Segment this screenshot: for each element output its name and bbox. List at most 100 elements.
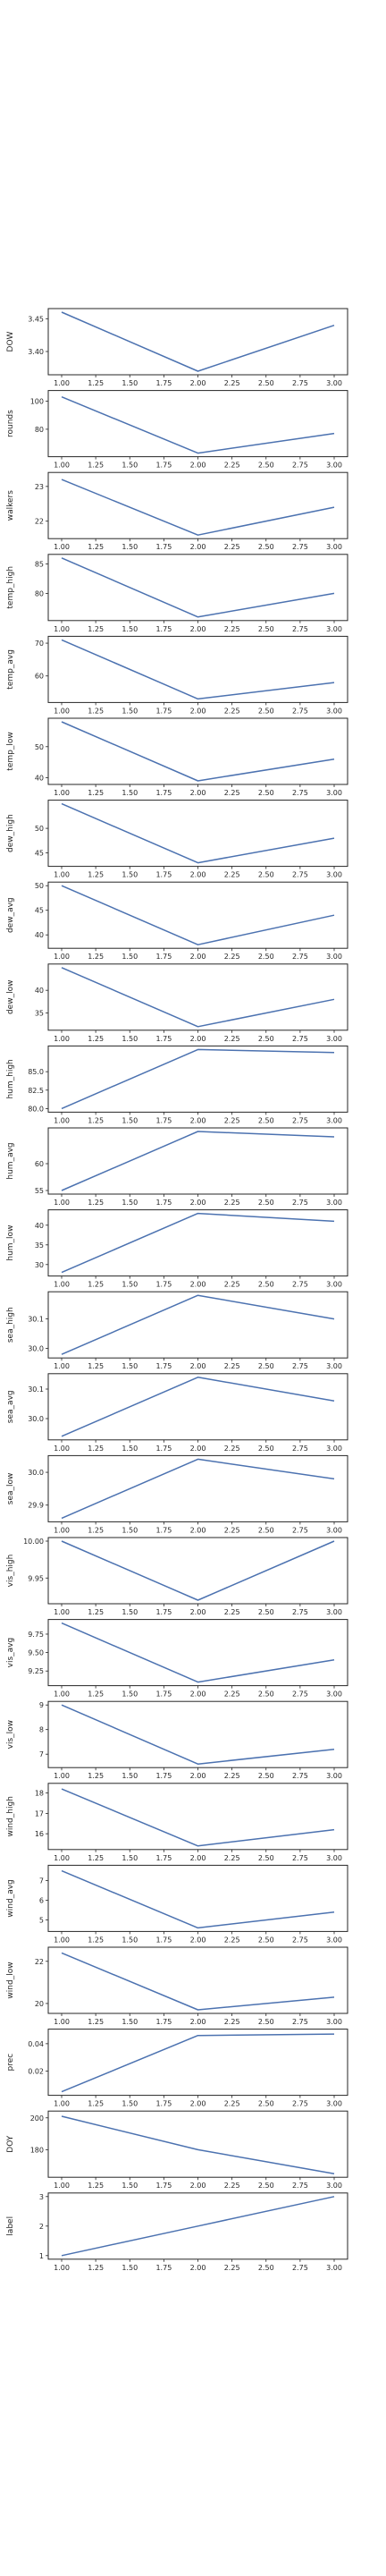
x-tick-label: 1.00 xyxy=(54,462,70,470)
subplot-wind_avg: 5 6 7 1.00 1.25 1.50 1.75 2.00 2.25 2.50 2.75 3.00 w… xyxy=(6,1864,348,1944)
x-tick-label: 2.50 xyxy=(258,1936,274,1944)
x-tick-label: 1.00 xyxy=(54,1772,70,1780)
x-tick-label: 1.25 xyxy=(88,1526,104,1534)
x-tick-label: 1.75 xyxy=(155,2018,172,2026)
x-tick-label: 2.25 xyxy=(224,2100,240,2108)
x-tick-label: 1.75 xyxy=(155,707,172,715)
x-tick-label: 2.50 xyxy=(258,543,274,551)
series-line-vis_low xyxy=(61,1704,335,1765)
series-line-temp_low xyxy=(61,721,335,782)
axes-frame xyxy=(47,554,348,622)
y-axis-label: sea_low xyxy=(6,1473,15,1505)
y-tick-label: 0.02 xyxy=(28,2068,44,2076)
x-tick-label: 2.00 xyxy=(190,1035,206,1043)
x-tick-label: 2.75 xyxy=(292,1772,308,1780)
y-axis-label: walkers xyxy=(6,490,15,521)
x-tick-label: 2.25 xyxy=(224,953,240,961)
x-tick-label: 3.00 xyxy=(326,2182,342,2190)
x-tick-label: 1.50 xyxy=(122,1608,138,1616)
y-tick-label: 60 xyxy=(35,1160,44,1168)
x-tick-label: 1.25 xyxy=(88,707,104,715)
x-tick-label: 1.25 xyxy=(88,1854,104,1862)
x-tick-label: 1.00 xyxy=(54,543,70,551)
y-tick-label: 9.25 xyxy=(28,1667,44,1675)
y-tick-label: 82.5 xyxy=(28,1087,44,1095)
x-tick-label: 2.75 xyxy=(292,462,308,470)
x-tick-label: 1.25 xyxy=(88,871,104,879)
x-tick-label: 2.00 xyxy=(190,1854,206,1862)
y-tick-label: 6 xyxy=(39,1897,44,1905)
subplot-wind_low: 20 22 1.00 1.25 1.50 1.75 2.00 2.25 2.50 2.75 3.00… xyxy=(6,1946,348,2026)
series-line-hum_avg xyxy=(61,1131,335,1191)
x-tick-label: 1.50 xyxy=(122,462,138,470)
series-line-dew_low xyxy=(61,967,335,1028)
x-tick-label: 1.50 xyxy=(122,1199,138,1207)
x-tick-label: 3.00 xyxy=(326,625,342,633)
series-line-DOW xyxy=(61,311,335,372)
x-tick-label: 1.25 xyxy=(88,2100,104,2108)
x-tick-label: 2.00 xyxy=(190,1526,206,1534)
y-axis-label: temp_low xyxy=(6,732,15,770)
x-tick-label: 1.50 xyxy=(122,2264,138,2272)
x-tick-label: 1.50 xyxy=(122,2182,138,2190)
x-tick-label: 3.00 xyxy=(326,1362,342,1370)
x-tick-label: 2.50 xyxy=(258,1608,274,1616)
x-tick-label: 1.00 xyxy=(54,1526,70,1534)
subplot-DOW: 3.40 3.45 1.00 1.25 1.50 1.75 2.00 2.25 2.50 2.75… xyxy=(6,308,348,387)
y-axis-label: dew_high xyxy=(6,814,15,852)
x-tick-label: 2.00 xyxy=(190,1281,206,1289)
y-tick-label: 80 xyxy=(35,589,44,597)
x-tick-label: 2.50 xyxy=(258,625,274,633)
x-tick-label: 2.75 xyxy=(292,2018,308,2026)
y-tick-label: 55 xyxy=(35,1187,44,1195)
axes-frame xyxy=(47,1045,348,1113)
x-tick-label: 2.25 xyxy=(224,379,240,387)
x-tick-label: 1.00 xyxy=(54,1445,70,1453)
x-tick-label: 1.25 xyxy=(88,379,104,387)
x-tick-label: 2.00 xyxy=(190,1772,206,1780)
y-tick-label: 2 xyxy=(39,2223,44,2231)
subplot-hum_avg: 55 60 1.00 1.25 1.50 1.75 2.00 2.25 2.50 2.75 3.00… xyxy=(6,1127,348,1207)
x-tick-label: 1.00 xyxy=(54,789,70,797)
y-tick-label: 50 xyxy=(35,825,44,833)
subplot-dew_low: 35 40 1.00 1.25 1.50 1.75 2.00 2.25 2.50 2.75 3.00… xyxy=(6,963,348,1043)
x-tick-label: 3.00 xyxy=(326,1281,342,1289)
x-tick-label: 2.50 xyxy=(258,1199,274,1207)
x-tick-label: 1.25 xyxy=(88,2264,104,2272)
y-tick-label: 3 xyxy=(39,2193,44,2201)
series-line-DOY xyxy=(61,2115,335,2174)
y-tick-label: 30.1 xyxy=(28,1385,44,1394)
y-tick-label: 30.1 xyxy=(28,1316,44,1324)
x-tick-label: 3.00 xyxy=(326,1526,342,1534)
y-tick-label: 30.0 xyxy=(28,1469,44,1477)
axes-frame xyxy=(47,881,348,949)
y-tick-label: 40 xyxy=(35,775,44,783)
x-tick-label: 1.00 xyxy=(54,1362,70,1370)
x-tick-label: 1.50 xyxy=(122,1281,138,1289)
subplot-sea_avg: 30.0 30.1 1.00 1.25 1.50 1.75 2.00 2.25 2.50 2.75… xyxy=(6,1373,348,1453)
x-tick-label: 1.00 xyxy=(54,1116,70,1124)
x-tick-label: 1.00 xyxy=(54,625,70,633)
x-tick-label: 2.50 xyxy=(258,462,274,470)
y-tick-label: 22 xyxy=(35,1958,44,1966)
y-axis-label: sea_high xyxy=(6,1307,15,1343)
y-tick-label: 3.40 xyxy=(28,348,44,356)
y-axis-label: sea_avg xyxy=(6,1390,15,1423)
y-tick-label: 45 xyxy=(35,850,44,858)
x-tick-label: 3.00 xyxy=(326,2100,342,2108)
x-tick-label: 2.00 xyxy=(190,871,206,879)
x-tick-label: 1.00 xyxy=(54,953,70,961)
subplot-sea_low: 29.9 30.0 1.00 1.25 1.50 1.75 2.00 2.25 2.50 2.75… xyxy=(6,1454,348,1534)
x-tick-label: 1.50 xyxy=(122,871,138,879)
series-line-vis_high xyxy=(61,1540,335,1601)
x-tick-label: 3.00 xyxy=(326,543,342,551)
x-tick-label: 1.75 xyxy=(155,1035,172,1043)
x-tick-label: 2.75 xyxy=(292,1199,308,1207)
subplot-temp_avg: 60 70 1.00 1.25 1.50 1.75 2.00 2.25 2.50 2.75 3.00… xyxy=(6,635,348,715)
x-tick-label: 2.25 xyxy=(224,1362,240,1370)
x-tick-label: 1.00 xyxy=(54,2182,70,2190)
x-tick-label: 2.00 xyxy=(190,789,206,797)
axes-frame xyxy=(47,2110,348,2178)
y-tick-label: 0.04 xyxy=(28,2040,44,2048)
y-axis-label: wind_low xyxy=(6,1962,15,1998)
